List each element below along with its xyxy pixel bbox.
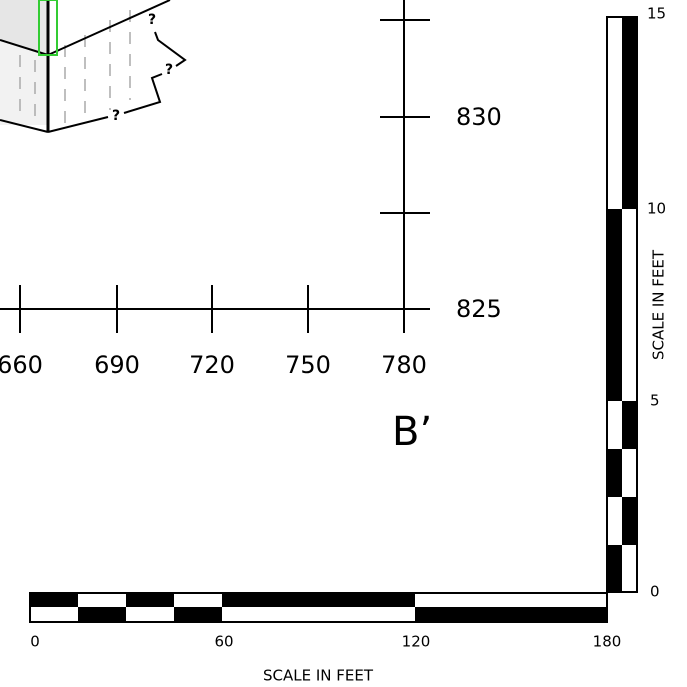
scale-tick-label: 0 <box>30 633 40 651</box>
scale-tick-label: 10 <box>647 200 666 218</box>
scale-tick-label: 0 <box>650 583 660 601</box>
vertical-scale-bar <box>606 16 638 593</box>
x-tick-label: 780 <box>381 351 427 379</box>
x-tick-label: 690 <box>94 351 140 379</box>
x-tick-label: 750 <box>285 351 331 379</box>
query-mark: ? <box>148 12 156 28</box>
query-mark: ? <box>112 108 120 124</box>
scale-tick-label: 120 <box>402 633 431 651</box>
x-tick-label: 660 <box>0 351 43 379</box>
x-tick-label: 720 <box>189 351 235 379</box>
scale-tick-label: 5 <box>650 392 660 410</box>
block-diagram <box>0 0 187 133</box>
scale-tick-label: 15 <box>647 5 666 23</box>
scale-label: SCALE IN FEET <box>263 667 374 685</box>
scale-label: SCALE IN FEET <box>650 249 668 360</box>
axes <box>0 0 430 333</box>
y-tick-label: 830 <box>456 103 502 131</box>
scale-tick-label: 180 <box>593 633 622 651</box>
y-tick-label: 825 <box>456 295 502 323</box>
horizontal-scale-bar <box>29 592 608 623</box>
query-mark: ? <box>165 62 173 78</box>
section-label: B’ <box>392 409 432 455</box>
scale-tick-label: 60 <box>214 633 233 651</box>
